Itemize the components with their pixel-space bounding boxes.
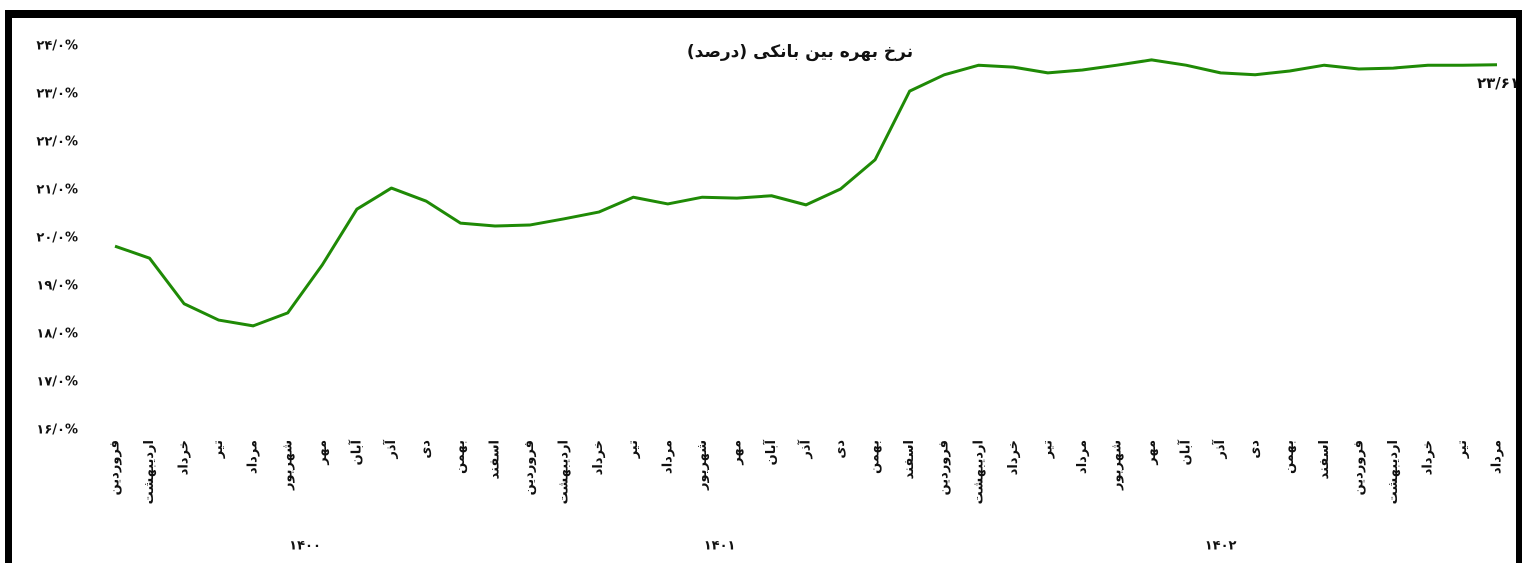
x-tick-label: اردیبهشت	[557, 440, 572, 504]
x-tick-label: فروردین	[522, 440, 537, 495]
y-tick-label: ۲۳/۰%	[36, 87, 78, 102]
y-tick-label: ۱۸/۰%	[36, 327, 78, 342]
x-tick-label: آبان	[762, 439, 779, 465]
x-tick-label: فروردین	[108, 440, 123, 495]
value-label: ۲۳/۶۱	[1477, 74, 1519, 92]
x-tick-label: مهر	[315, 440, 330, 466]
frame-top	[5, 10, 1522, 18]
x-tick-label: آذر	[1211, 439, 1228, 459]
x-tick-label: تیر	[1040, 440, 1055, 459]
line-series	[114, 58, 1498, 328]
chart-title: نرخ بهره بین بانکی (درصد)	[687, 42, 913, 62]
x-tick-label: بهمن	[1282, 440, 1297, 474]
year-label: ۱۴۰۱	[704, 539, 736, 554]
x-tick-label: اردیبهشت	[142, 440, 157, 504]
x-tick-label: مرداد	[1490, 440, 1505, 474]
x-tick-label: آبان	[347, 439, 364, 465]
year-label: ۱۴۰۲	[1205, 539, 1237, 554]
x-tick-label: فروردین	[937, 440, 952, 495]
x-tick-label: اسفند	[1317, 440, 1332, 479]
x-tick-label: مهر	[729, 440, 744, 466]
x-tick-label: خرداد	[591, 440, 606, 475]
x-tick-label: تیر	[211, 440, 226, 459]
y-tick-label: ۲۲/۰%	[36, 135, 78, 150]
y-tick-label: ۱۹/۰%	[36, 279, 78, 294]
x-tick-label: بهمن	[868, 440, 883, 474]
y-tick-label: ۱۶/۰%	[36, 423, 78, 438]
year-label: ۱۴۰۰	[289, 539, 321, 554]
x-tick-label: خرداد	[1006, 440, 1021, 475]
x-tick-label: دی	[833, 440, 848, 459]
x-tick-label: مرداد	[1075, 440, 1090, 474]
x-tick-label: مرداد	[246, 440, 261, 474]
x-tick-label: آذر	[797, 439, 814, 459]
x-tick-label: دی	[1248, 440, 1263, 459]
x-tick-label: آبان	[1177, 439, 1194, 465]
x-tick-label: اردیبهشت	[971, 440, 986, 504]
frame-left	[5, 10, 12, 563]
x-tick-label: اردیبهشت	[1386, 440, 1401, 504]
y-tick-label: ۱۷/۰%	[36, 375, 78, 390]
y-tick-label: ۲۰/۰%	[36, 231, 78, 246]
y-tick-label: ۲۱/۰%	[36, 183, 78, 198]
frame-right	[1516, 10, 1522, 563]
x-tick-label: شهریور	[1109, 440, 1124, 491]
x-tick-label: اسفند	[488, 440, 503, 479]
x-tick-label: تیر	[1455, 440, 1470, 459]
x-tick-label: مهر	[1144, 440, 1159, 466]
x-tick-label: شهریور	[695, 440, 710, 491]
x-tick-label: دی	[418, 440, 433, 459]
x-tick-label: فروردین	[1351, 440, 1366, 495]
x-tick-label: خرداد	[177, 440, 192, 475]
x-tick-label: اسفند	[902, 440, 917, 479]
x-tick-label: آذر	[382, 439, 399, 459]
x-tick-label: خرداد	[1420, 440, 1435, 475]
x-tick-label: تیر	[626, 440, 641, 459]
y-tick-label: ۲۴/۰%	[36, 39, 78, 54]
x-tick-label: مرداد	[660, 440, 675, 474]
x-tick-label: شهریور	[280, 440, 295, 491]
x-tick-label: بهمن	[453, 440, 468, 474]
